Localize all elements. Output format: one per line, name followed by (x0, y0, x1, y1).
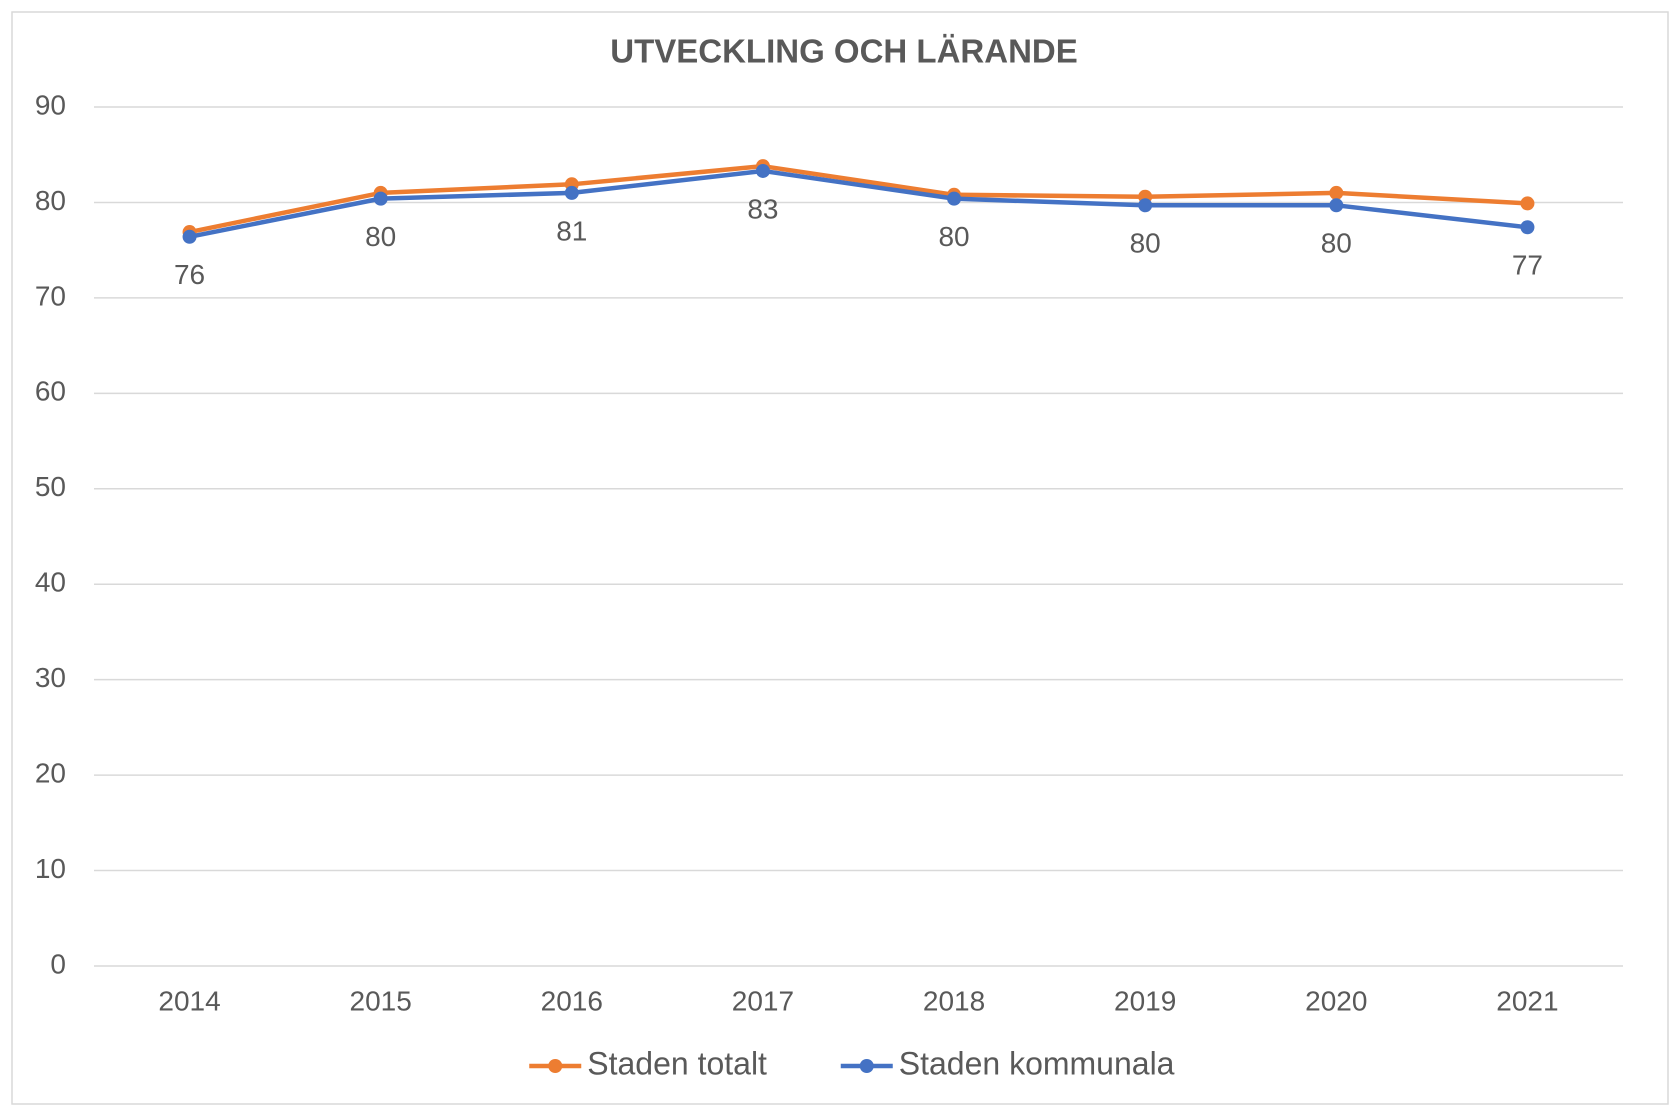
series-marker (1329, 198, 1344, 213)
x-tick-label: 2016 (541, 985, 603, 1016)
y-tick-label: 90 (35, 89, 66, 120)
legend-marker (548, 1059, 563, 1073)
series-marker (1329, 185, 1344, 200)
data-label: 80 (1130, 228, 1161, 259)
y-tick-label: 20 (35, 758, 66, 789)
series-marker (1520, 196, 1535, 211)
series-marker (182, 229, 197, 244)
series-marker (1520, 220, 1535, 235)
series-marker (947, 191, 962, 206)
chart-title: UTVECKLING OCH LÄRANDE (610, 33, 1078, 70)
series-marker (1138, 198, 1153, 213)
y-tick-label: 10 (35, 853, 66, 884)
data-label: 80 (1321, 228, 1352, 259)
legend-label: Staden kommunala (899, 1045, 1175, 1081)
data-label: 77 (1512, 250, 1543, 281)
y-tick-label: 30 (35, 662, 66, 693)
legend-marker (859, 1059, 874, 1073)
series-marker (373, 191, 388, 206)
data-label: 81 (556, 215, 587, 246)
x-tick-label: 2019 (1114, 985, 1176, 1016)
data-label: 83 (747, 193, 778, 224)
x-tick-label: 2021 (1496, 985, 1558, 1016)
series-marker (755, 163, 770, 178)
data-label: 80 (365, 221, 396, 252)
x-tick-label: 2017 (732, 985, 794, 1016)
series-marker (564, 185, 579, 200)
x-tick-label: 2018 (923, 985, 985, 1016)
y-tick-label: 60 (35, 376, 66, 407)
y-tick-label: 50 (35, 471, 66, 502)
series-line (189, 163, 1528, 235)
legend-label: Staden totalt (587, 1045, 767, 1081)
y-tick-label: 70 (35, 280, 66, 311)
y-tick-label: 40 (35, 567, 66, 598)
x-tick-label: 2015 (350, 985, 412, 1016)
y-tick-label: 0 (50, 948, 66, 979)
x-tick-label: 2014 (158, 985, 220, 1016)
data-label: 80 (938, 221, 969, 252)
data-label: 76 (174, 259, 205, 290)
x-tick-label: 2020 (1305, 985, 1367, 1016)
y-tick-label: 80 (35, 185, 66, 216)
series-line (189, 168, 1528, 240)
